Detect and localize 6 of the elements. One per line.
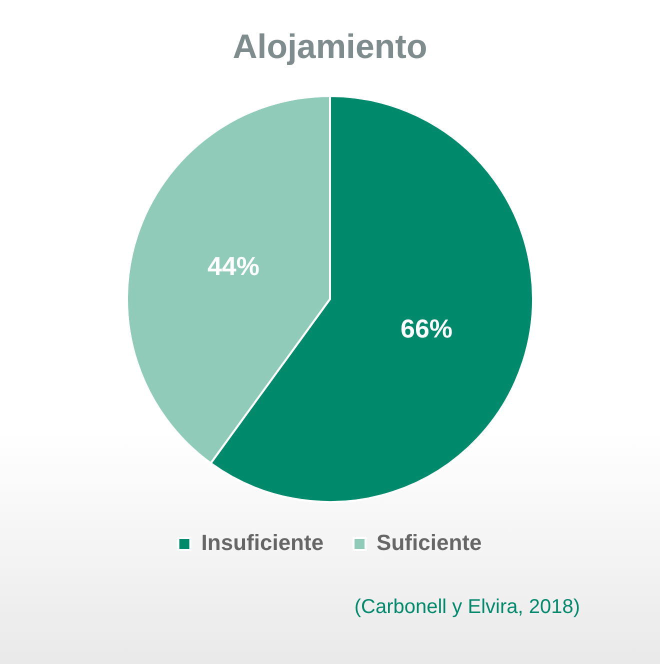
legend-label: Insuficiente	[201, 530, 324, 556]
legend-label: Suficiente	[376, 530, 482, 556]
chart-title: Alojamiento	[232, 28, 428, 67]
data-label: 66%	[400, 314, 453, 344]
text: (Carbonell y Elvira, 2018)	[354, 596, 580, 619]
data-label: 44%	[207, 250, 260, 281]
